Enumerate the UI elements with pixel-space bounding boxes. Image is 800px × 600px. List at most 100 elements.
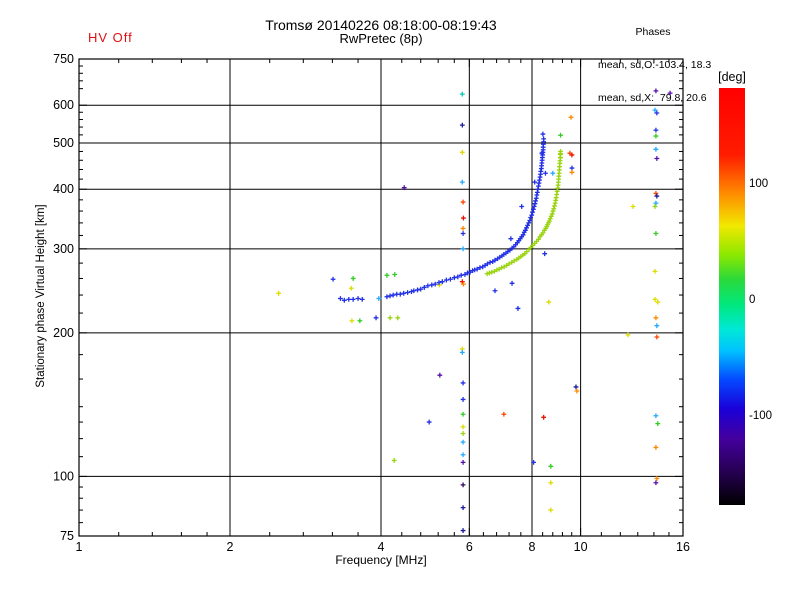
chart-title: Tromsø 20140226 08:18:00-08:19:43 <box>265 17 497 33</box>
data-point <box>276 290 282 296</box>
data-point <box>421 285 427 290</box>
data-point <box>504 262 510 268</box>
data-point <box>654 323 660 329</box>
data-point <box>511 258 517 264</box>
y-tick-label: 300 <box>53 242 74 256</box>
data-point <box>415 287 420 293</box>
y-tick-label: 600 <box>53 98 74 112</box>
data-point <box>349 318 355 324</box>
y-tick-label: 200 <box>53 326 74 340</box>
y-tick-label: 75 <box>60 529 74 543</box>
x-tick-label: 1 <box>76 540 83 554</box>
data-point <box>515 306 521 311</box>
data-point <box>543 170 548 176</box>
data-point <box>391 458 397 463</box>
x-tick-label: 8 <box>529 540 536 554</box>
data-point <box>492 288 498 294</box>
x-tick-label: 6 <box>466 540 473 554</box>
data-point <box>387 315 393 321</box>
data-point <box>387 293 393 299</box>
data-point <box>548 507 554 513</box>
phases-x-mean: mean, sd,X: 79.8, 20.6 <box>598 92 707 104</box>
data-point <box>558 149 563 154</box>
data-point <box>501 264 507 270</box>
data-point <box>667 90 673 96</box>
data-point <box>459 279 465 285</box>
data-point <box>551 206 557 212</box>
data-point <box>461 215 466 221</box>
phases-o-mean: mean, sd,O:-103.4, 18.3 <box>598 59 712 71</box>
data-point <box>558 132 563 138</box>
data-point <box>652 204 658 209</box>
data-point <box>654 156 660 161</box>
data-point <box>552 203 557 209</box>
data-point <box>462 272 468 277</box>
phases-summary: Phases mean, sd,O:-103.4, 18.3 mean, sd,… <box>598 5 768 126</box>
phases-title: Phases <box>635 26 671 38</box>
chart-subtitle: RwPretec (8p) <box>339 31 423 46</box>
data-point <box>654 193 660 199</box>
data-point <box>460 231 466 236</box>
data-point <box>357 318 363 324</box>
data-point <box>653 133 659 139</box>
data-point <box>509 280 515 286</box>
data-point <box>460 246 466 252</box>
data-point <box>487 259 493 265</box>
data-point <box>541 414 547 420</box>
colorbar-tick-neg100: -100 <box>749 409 773 422</box>
data-point <box>540 131 546 137</box>
data-point <box>653 200 659 206</box>
data-point <box>653 88 659 94</box>
data-point <box>395 315 401 321</box>
data-point <box>492 257 498 263</box>
data-point <box>477 265 483 270</box>
data-point <box>524 225 529 231</box>
x-tick-label: 10 <box>574 540 588 554</box>
data-point <box>508 236 514 242</box>
data-point <box>461 281 466 287</box>
colorbar-tick-100: 100 <box>749 178 769 191</box>
data-point <box>540 230 546 236</box>
data-point <box>653 480 659 486</box>
data-point <box>348 285 354 291</box>
data-point <box>653 231 659 236</box>
data-point <box>459 149 465 155</box>
data-point <box>392 272 398 277</box>
data-point <box>652 297 658 302</box>
data-point <box>655 299 661 305</box>
data-point <box>529 212 535 218</box>
data-point <box>405 290 411 295</box>
data-point <box>401 290 407 296</box>
data-point <box>569 169 575 175</box>
data-point <box>384 272 390 278</box>
data-point <box>506 261 512 267</box>
data-point <box>460 411 466 417</box>
data-point <box>397 291 403 297</box>
data-point <box>526 220 532 226</box>
data-point <box>443 277 449 283</box>
data-point <box>531 204 537 209</box>
data-point <box>437 372 443 378</box>
data-point <box>653 191 659 196</box>
data-point <box>390 292 396 298</box>
data-point <box>501 411 507 417</box>
data-point <box>568 114 574 120</box>
data-point <box>496 266 502 272</box>
data-point <box>460 424 466 430</box>
data-point <box>330 276 336 282</box>
data-point <box>550 170 556 176</box>
data-point <box>533 198 538 204</box>
data-point <box>439 279 445 285</box>
data-point <box>485 261 490 267</box>
data-point <box>411 288 417 294</box>
data-point <box>546 218 552 224</box>
data-point <box>491 269 497 274</box>
data-point <box>531 459 537 465</box>
data-point <box>373 315 379 321</box>
data-point <box>350 276 356 281</box>
y-tick-label: 750 <box>53 52 74 66</box>
data-point <box>484 271 490 277</box>
data-point <box>655 421 661 427</box>
data-point <box>465 270 470 276</box>
